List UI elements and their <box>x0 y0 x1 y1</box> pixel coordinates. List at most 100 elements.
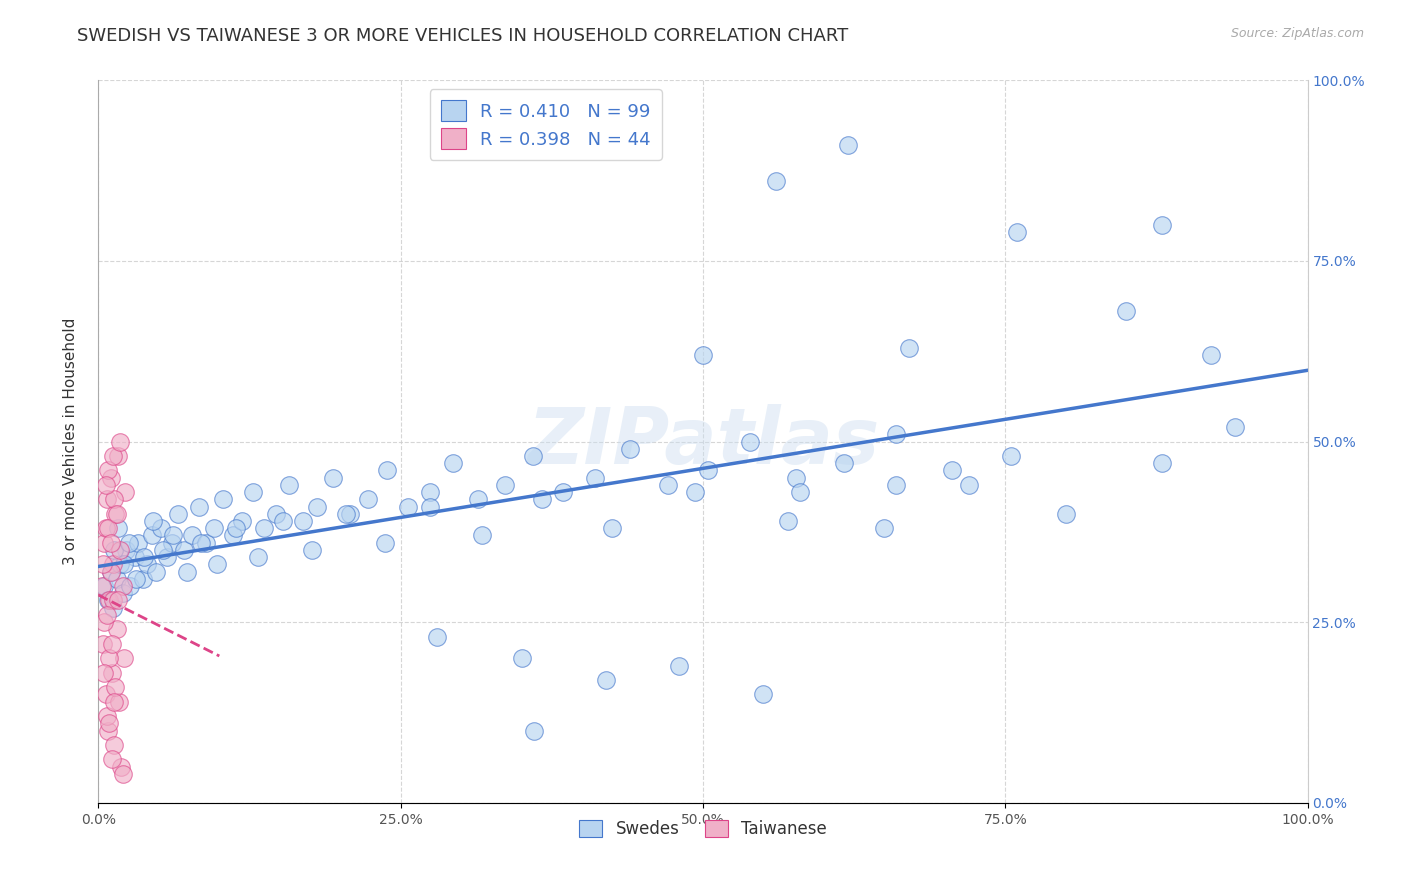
Text: Source: ZipAtlas.com: Source: ZipAtlas.com <box>1230 27 1364 40</box>
Point <box>602 521 624 535</box>
Point <box>103 695 125 709</box>
Point <box>105 572 128 586</box>
Point <box>97 463 120 477</box>
Point <box>104 680 127 694</box>
Point <box>111 767 134 781</box>
Point <box>124 550 146 565</box>
Point <box>253 521 276 535</box>
Point <box>97 593 120 607</box>
Point <box>111 579 134 593</box>
Point <box>142 514 165 528</box>
Point <box>776 514 799 528</box>
Point <box>145 565 167 579</box>
Point <box>264 507 287 521</box>
Text: SWEDISH VS TAIWANESE 3 OR MORE VEHICLES IN HOUSEHOLD CORRELATION CHART: SWEDISH VS TAIWANESE 3 OR MORE VEHICLES … <box>77 27 849 45</box>
Point <box>510 651 533 665</box>
Point <box>494 478 516 492</box>
Point <box>322 471 344 485</box>
Point <box>97 723 120 738</box>
Point <box>765 174 787 188</box>
Point <box>471 528 494 542</box>
Point <box>97 521 120 535</box>
Point <box>522 449 544 463</box>
Point <box>112 558 135 572</box>
Point <box>91 579 114 593</box>
Point <box>91 637 114 651</box>
Point <box>273 514 295 528</box>
Point <box>100 565 122 579</box>
Point <box>100 535 122 549</box>
Point <box>96 492 118 507</box>
Point <box>225 521 247 535</box>
Point <box>339 507 361 521</box>
Text: ZIPatlas: ZIPatlas <box>527 403 879 480</box>
Point <box>105 507 128 521</box>
Point <box>335 507 357 521</box>
Point <box>150 521 173 535</box>
Point <box>96 709 118 723</box>
Point <box>242 485 264 500</box>
Point <box>107 449 129 463</box>
Point <box>167 507 190 521</box>
Point <box>301 542 323 557</box>
Point <box>112 651 135 665</box>
Point <box>94 521 117 535</box>
Point <box>162 528 184 542</box>
Point <box>100 752 122 766</box>
Point <box>886 478 908 492</box>
Point <box>740 434 762 449</box>
Point <box>190 535 212 549</box>
Point <box>127 535 149 549</box>
Point <box>1223 420 1246 434</box>
Point <box>785 471 807 485</box>
Point <box>374 535 396 549</box>
Point <box>110 760 132 774</box>
Point <box>523 723 546 738</box>
Point <box>103 542 125 557</box>
Point <box>135 558 157 572</box>
Point <box>657 478 679 492</box>
Point <box>134 550 156 565</box>
Point <box>101 558 124 572</box>
Point <box>118 579 141 593</box>
Point <box>101 600 124 615</box>
Point <box>692 348 714 362</box>
Point <box>115 542 138 557</box>
Point <box>94 478 117 492</box>
Point <box>187 500 209 514</box>
Point <box>752 687 775 701</box>
Point <box>96 607 118 622</box>
Point <box>180 528 202 542</box>
Point <box>377 463 399 477</box>
Point <box>103 492 125 507</box>
Point <box>111 586 134 600</box>
Point <box>696 463 718 477</box>
Point <box>531 492 554 507</box>
Point <box>107 521 129 535</box>
Point <box>441 456 464 470</box>
Point <box>1000 449 1022 463</box>
Point <box>834 456 856 470</box>
Point <box>583 471 606 485</box>
Point <box>94 687 117 701</box>
Point <box>1152 218 1174 232</box>
Point <box>93 665 115 680</box>
Point <box>141 528 163 542</box>
Y-axis label: 3 or more Vehicles in Household: 3 or more Vehicles in Household <box>63 318 77 566</box>
Point <box>108 542 131 557</box>
Point <box>93 579 115 593</box>
Point <box>156 550 179 565</box>
Point <box>668 658 690 673</box>
Point <box>118 535 141 549</box>
Point <box>897 341 920 355</box>
Point <box>1199 348 1222 362</box>
Point <box>152 542 174 557</box>
Point <box>278 478 301 492</box>
Point <box>93 535 115 549</box>
Point <box>619 442 641 456</box>
Point <box>107 593 129 607</box>
Point <box>125 572 148 586</box>
Point <box>247 550 270 565</box>
Point <box>98 716 121 731</box>
Point <box>212 492 235 507</box>
